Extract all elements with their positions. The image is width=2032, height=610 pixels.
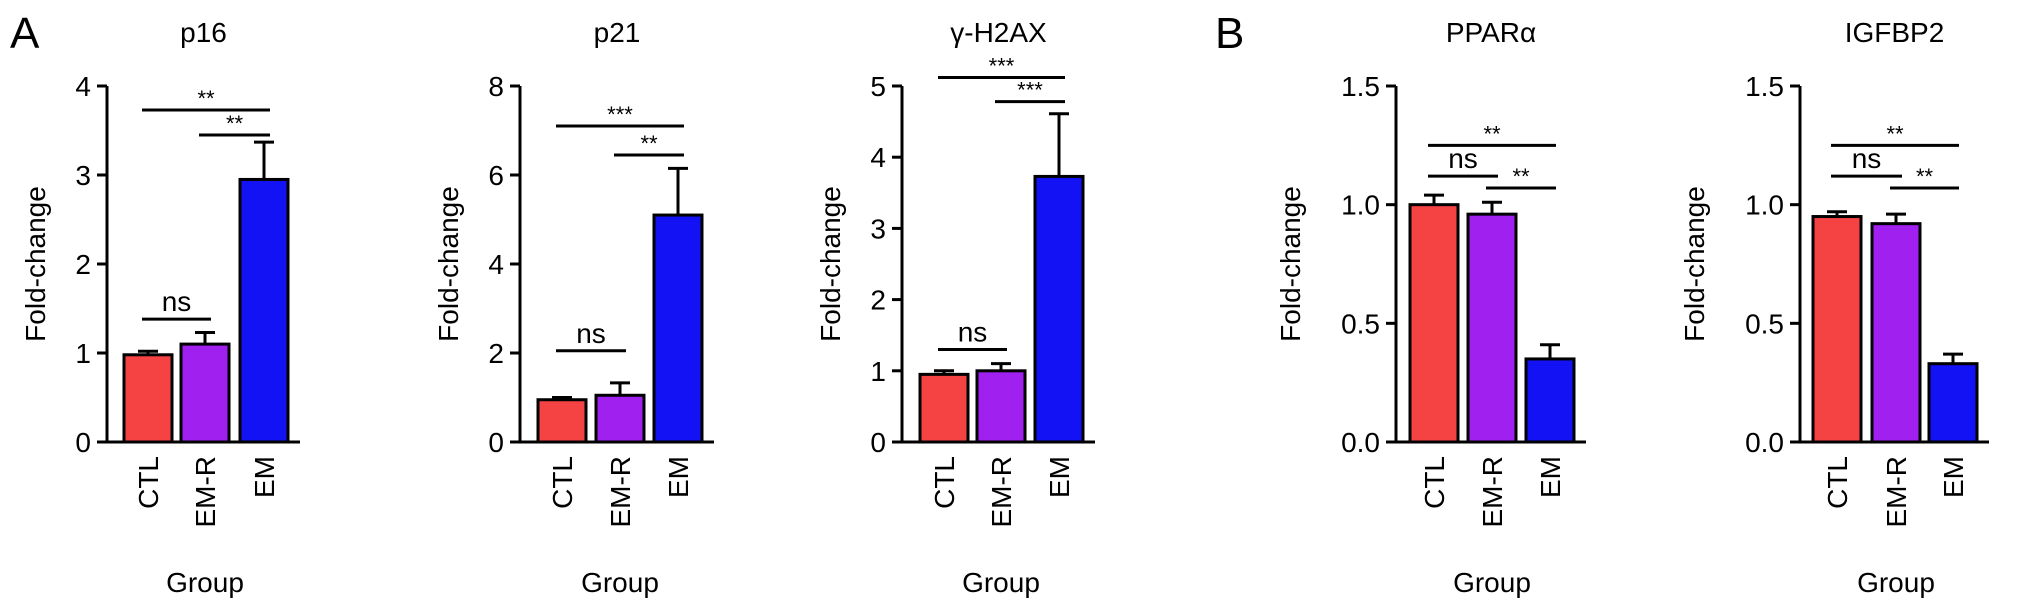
y-tick-label: 0.0 xyxy=(1745,427,1784,458)
y-tick-label: 4 xyxy=(488,249,504,280)
x-tick-label: EM xyxy=(249,456,280,498)
x-tick-label: EM xyxy=(1535,456,1566,498)
y-tick-label: 4 xyxy=(75,71,91,102)
y-tick-label: 0.0 xyxy=(1341,427,1380,458)
bar-em-r xyxy=(594,393,646,444)
bar-em xyxy=(1524,357,1576,444)
chart-1: p16 0 1 2 3 4 Fold-change CTL EM-R EM Group ns ** ** xyxy=(20,17,300,598)
x-tick-label: CTL xyxy=(547,456,578,509)
chart-title: PPARα xyxy=(1446,17,1536,48)
y-tick-label: 2 xyxy=(75,249,91,280)
bar-em-r xyxy=(179,342,231,444)
y-tick-label: 0.5 xyxy=(1341,308,1380,339)
bar-ctl xyxy=(918,372,970,444)
panel-label-b: B xyxy=(1215,9,1244,58)
significance-label: ns xyxy=(576,318,606,349)
y-tick-label: 2 xyxy=(488,338,504,369)
x-tick-label: CTL xyxy=(929,456,960,509)
y-tick-label: 3 xyxy=(75,160,91,191)
bar-em xyxy=(1927,362,1979,444)
chart-title: IGFBP2 xyxy=(1845,17,1945,48)
x-tick-label: CTL xyxy=(133,456,164,509)
bar-ctl xyxy=(1408,203,1460,444)
bar-em xyxy=(238,177,290,444)
significance-label: ** xyxy=(226,111,244,136)
significance-label: ** xyxy=(1916,164,1934,189)
y-axis-label: Fold-change xyxy=(1679,186,1710,342)
y-tick-label: 1.0 xyxy=(1745,190,1784,221)
y-tick-label: 8 xyxy=(488,71,504,102)
chart-4: PPARα 0.0 0.5 1.0 1.5 Fold-change CTL EM-R EM Gro… xyxy=(1275,17,1586,598)
x-tick-label: EM-R xyxy=(1477,456,1508,528)
x-tick-label: EM xyxy=(663,456,694,498)
significance-label: ** xyxy=(1886,121,1904,146)
x-tick-label: CTL xyxy=(1419,456,1450,509)
significance-label: ns xyxy=(1852,143,1882,174)
y-tick-label: 1.5 xyxy=(1341,71,1380,102)
significance-label: *** xyxy=(989,53,1015,78)
y-axis-label: Fold-change xyxy=(433,186,464,342)
y-tick-label: 2 xyxy=(870,285,886,316)
bar-em-r xyxy=(975,369,1027,444)
y-axis-label: Fold-change xyxy=(20,186,51,342)
significance-label: *** xyxy=(607,102,633,127)
x-axis-label: Group xyxy=(1857,567,1935,598)
y-tick-label: 4 xyxy=(870,142,886,173)
x-axis-label: Group xyxy=(166,567,244,598)
x-tick-label: EM xyxy=(1044,456,1075,498)
significance-label: ** xyxy=(1512,164,1530,189)
significance-label: ** xyxy=(640,131,658,156)
significance-label: *** xyxy=(1017,78,1043,103)
chart-title: γ-H2AX xyxy=(950,17,1047,48)
bar-em xyxy=(1033,174,1085,444)
bar-ctl xyxy=(1811,215,1863,444)
x-tick-label: EM-R xyxy=(986,456,1017,528)
y-tick-label: 0 xyxy=(75,427,91,458)
x-tick-label: CTL xyxy=(1822,456,1853,509)
x-tick-label: EM-R xyxy=(190,456,221,528)
bar-ctl xyxy=(536,398,588,444)
significance-label: ns xyxy=(1448,143,1478,174)
y-tick-label: 0.5 xyxy=(1745,308,1784,339)
x-tick-label: EM-R xyxy=(605,456,636,528)
y-tick-label: 6 xyxy=(488,160,504,191)
y-axis-label: Fold-change xyxy=(1275,186,1306,342)
x-axis-label: Group xyxy=(1453,567,1531,598)
y-tick-label: 1.5 xyxy=(1745,71,1784,102)
y-tick-label: 0 xyxy=(870,427,886,458)
y-tick-label: 0 xyxy=(488,427,504,458)
significance-label: ** xyxy=(197,86,215,111)
x-axis-label: Group xyxy=(962,567,1040,598)
significance-label: ns xyxy=(958,316,988,347)
bar-em-r xyxy=(1466,212,1518,444)
chart-5: IGFBP2 0.0 0.5 1.0 1.5 Fold-change CTL EM-R EM Gr… xyxy=(1679,17,1989,598)
x-axis-label: Group xyxy=(581,567,659,598)
bar-ctl xyxy=(122,353,174,444)
chart-title: p16 xyxy=(180,17,227,48)
y-tick-label: 1 xyxy=(75,338,91,369)
bar-em-r xyxy=(1870,222,1922,444)
y-tick-label: 1 xyxy=(870,356,886,387)
panel-label-a: A xyxy=(10,9,40,58)
significance-label: ** xyxy=(1483,121,1501,146)
y-tick-label: 3 xyxy=(870,213,886,244)
x-tick-label: EM-R xyxy=(1881,456,1912,528)
x-tick-label: EM xyxy=(1938,456,1969,498)
significance-label: ns xyxy=(162,286,192,317)
bar-em xyxy=(652,213,704,444)
y-tick-label: 1.0 xyxy=(1341,190,1380,221)
y-axis-label: Fold-change xyxy=(815,186,846,342)
chart-3: γ-H2AX 0 1 2 3 4 5 Fold-change CTL EM-R EM Group ns *… xyxy=(815,17,1095,598)
chart-title: p21 xyxy=(594,17,641,48)
y-tick-label: 5 xyxy=(870,71,886,102)
